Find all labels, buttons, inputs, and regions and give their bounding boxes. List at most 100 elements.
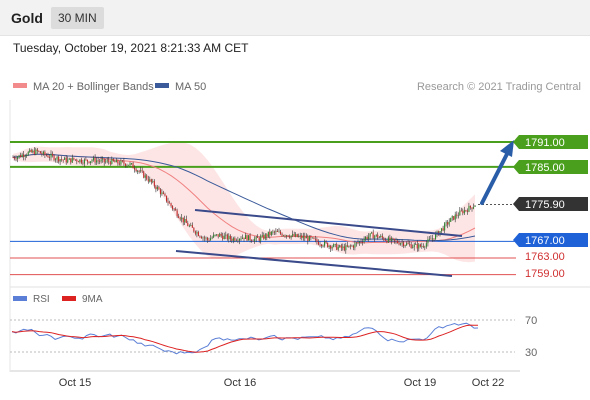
candle <box>310 235 312 241</box>
tag-1791: 1791.00 <box>513 135 588 149</box>
candle <box>298 233 300 238</box>
candle <box>305 233 307 239</box>
candle <box>213 232 215 239</box>
candle <box>249 233 251 243</box>
tag-1785: 1785.00 <box>513 160 588 174</box>
candle <box>357 239 359 245</box>
rsi-level-70: 70 <box>525 315 537 327</box>
candle <box>427 236 429 247</box>
last-price-label: 1775.90 <box>525 199 565 211</box>
candle <box>311 237 313 239</box>
ma20-legend-label: MA 20 + Bollinger Bands <box>33 81 154 93</box>
candle <box>42 150 44 156</box>
candle <box>32 149 34 154</box>
candle <box>138 170 140 174</box>
candle <box>384 237 386 241</box>
candle <box>403 241 405 249</box>
candle <box>257 234 259 238</box>
candle <box>401 239 403 247</box>
candle <box>164 192 166 197</box>
candle <box>147 175 149 184</box>
candle <box>330 244 332 252</box>
candle <box>283 234 285 237</box>
candle <box>302 232 304 241</box>
candle <box>12 155 14 159</box>
candle <box>156 185 158 192</box>
candle <box>474 205 476 207</box>
candle <box>456 211 458 219</box>
candle <box>445 220 447 227</box>
candle <box>266 233 268 241</box>
ma50-line <box>12 153 476 242</box>
candle <box>190 222 192 227</box>
candle <box>342 243 344 251</box>
candle <box>20 152 22 158</box>
candle <box>354 240 356 251</box>
rsi-pane: RSI 9MA 70 30 <box>10 294 537 359</box>
candles <box>12 147 476 254</box>
level-1767-label: 1767.00 <box>525 235 565 247</box>
candle <box>199 235 201 239</box>
candle <box>409 240 411 247</box>
candle <box>304 232 306 241</box>
candle <box>182 217 184 226</box>
candle <box>245 232 247 239</box>
instrument-symbol: Gold <box>11 10 43 26</box>
candle <box>152 178 154 184</box>
candle <box>387 235 389 243</box>
candle <box>235 238 237 242</box>
candle <box>74 159 76 161</box>
candle <box>328 244 330 250</box>
tag-1767: 1767.00 <box>513 233 588 247</box>
candle <box>73 157 75 161</box>
candle <box>289 234 291 239</box>
candle <box>225 231 227 240</box>
candle <box>472 203 474 210</box>
candle <box>272 229 274 235</box>
rsi-legend-label: RSI <box>33 294 50 305</box>
candle <box>150 178 152 185</box>
candle <box>135 167 137 173</box>
candle <box>349 244 351 250</box>
candle <box>287 235 289 238</box>
candle <box>194 230 196 236</box>
candle <box>47 152 49 158</box>
candle <box>279 229 281 236</box>
candle <box>97 156 99 165</box>
bollinger-bands <box>13 142 475 263</box>
candle <box>292 230 294 238</box>
candle <box>383 236 385 242</box>
candle <box>459 207 461 216</box>
candle <box>62 159 64 163</box>
candle <box>149 176 151 183</box>
candle <box>398 239 400 246</box>
candle <box>234 236 236 243</box>
candle <box>340 243 342 251</box>
candle <box>371 231 373 234</box>
candle <box>196 230 198 238</box>
candle <box>172 205 174 211</box>
candle <box>173 208 175 212</box>
candle <box>134 165 136 173</box>
candle <box>307 234 309 245</box>
candle <box>463 206 465 215</box>
candle <box>103 158 105 166</box>
candle <box>140 166 142 173</box>
candle <box>143 170 145 179</box>
candle <box>416 240 418 252</box>
level-1763-label: 1763.00 <box>525 251 565 263</box>
candle <box>58 155 60 164</box>
candle <box>68 157 70 160</box>
candle <box>442 225 444 232</box>
candle <box>90 161 92 166</box>
candle <box>210 235 212 241</box>
candle <box>85 157 87 161</box>
candle <box>334 243 336 248</box>
candle <box>185 215 187 224</box>
candle <box>359 240 361 246</box>
timeframe-badge[interactable]: 30 MIN <box>51 7 104 29</box>
candle <box>214 234 216 237</box>
candle <box>36 148 38 154</box>
candle <box>17 155 19 163</box>
candle <box>187 220 189 227</box>
